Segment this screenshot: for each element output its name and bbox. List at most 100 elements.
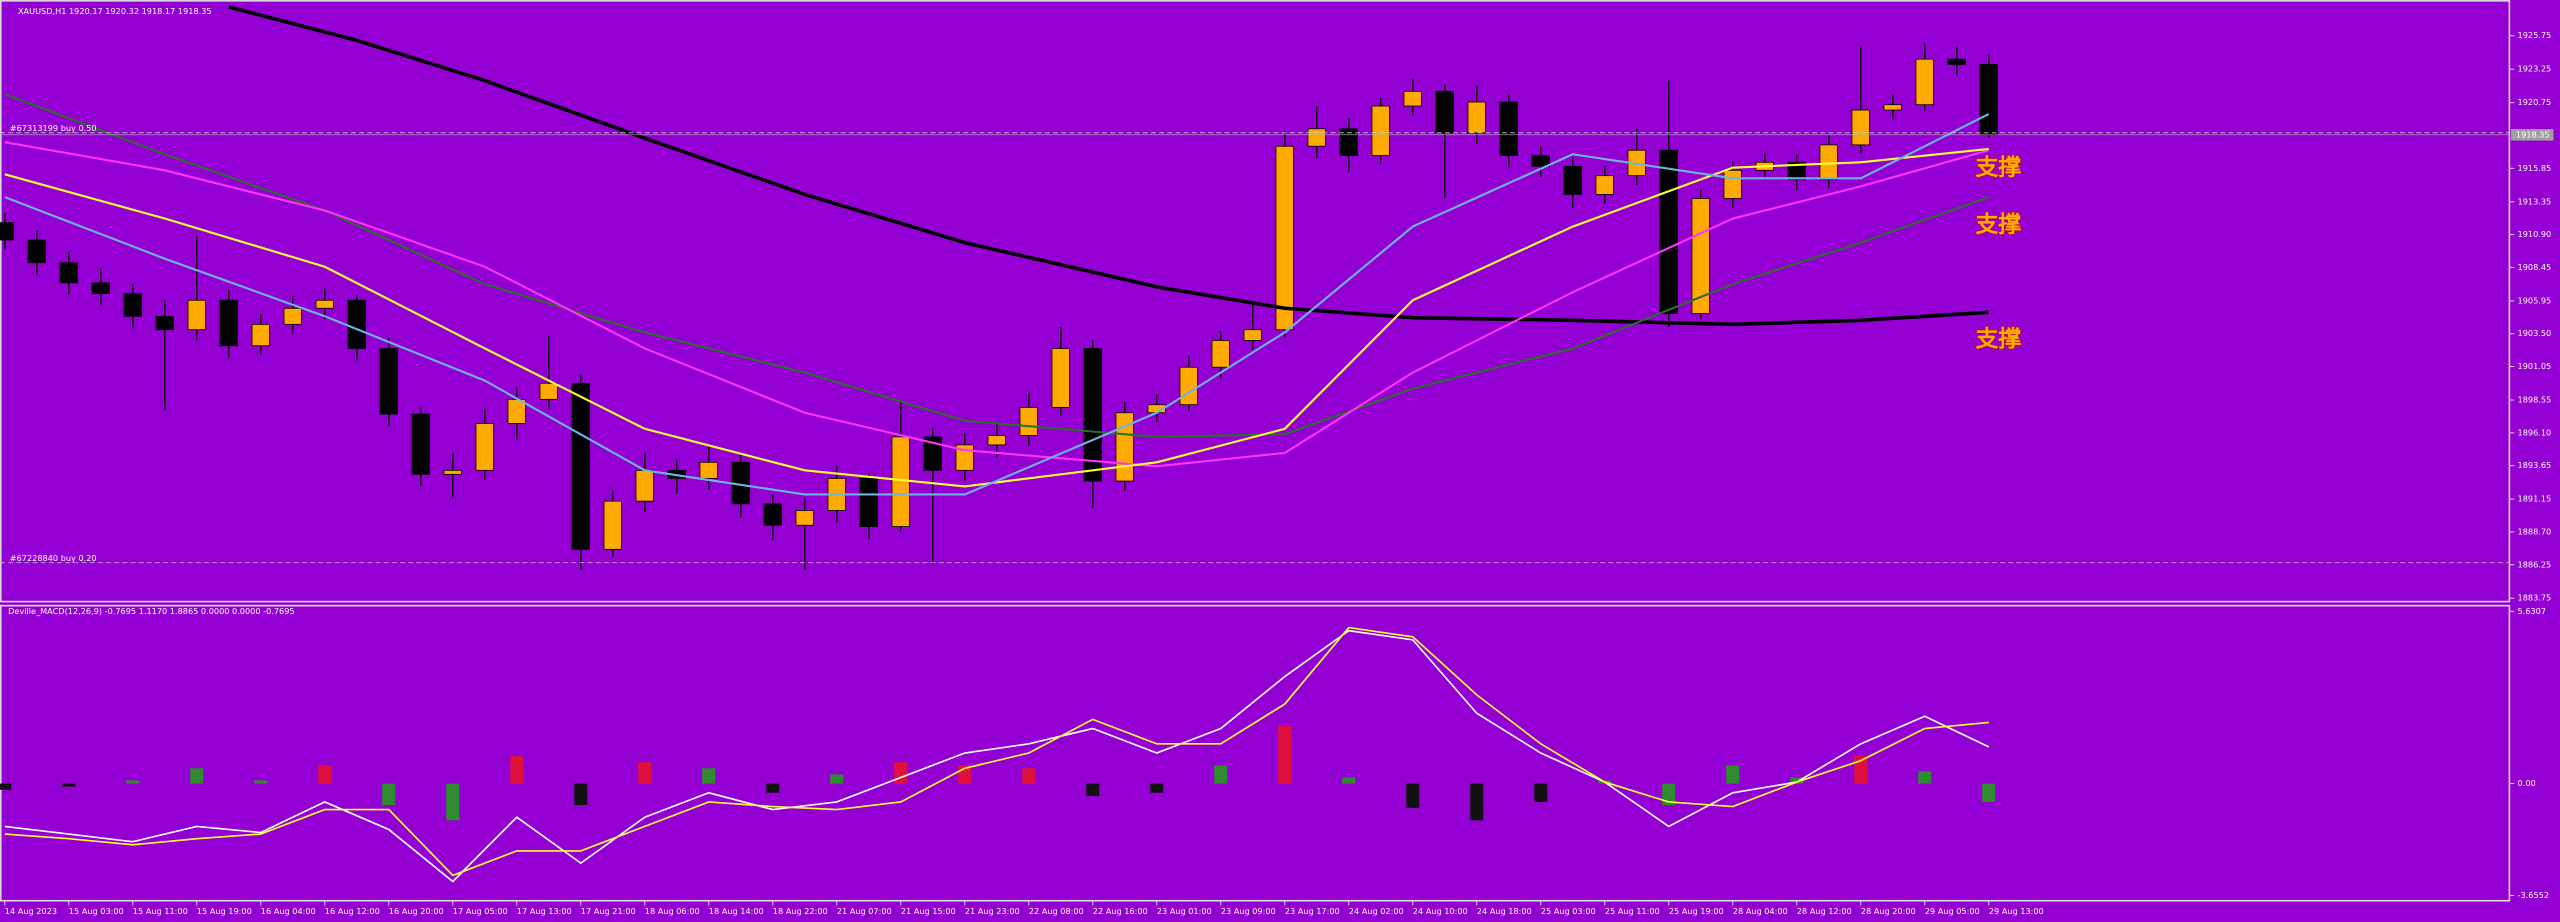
moving-average-line [4, 141, 1990, 468]
candle-body [1499, 101, 1518, 156]
macd-histogram-bar [1406, 783, 1420, 809]
bid-label: 1918.35 [2516, 129, 2550, 139]
x-tick-label: 18 Aug 14:00 [709, 906, 764, 916]
x-tick-label: 28 Aug 20:00 [1861, 906, 1916, 916]
candle-body [1211, 340, 1230, 368]
candle-body [891, 436, 910, 527]
x-tick-label: 24 Aug 18:00 [1477, 906, 1532, 916]
candle-body [1947, 58, 1966, 65]
candle-body [315, 299, 335, 309]
y-tick-label: -3.6552 [2518, 890, 2549, 900]
macd-histogram-bar [1790, 777, 1804, 784]
x-tick-label: 21 Aug 23:00 [965, 906, 1020, 916]
candle-body [1563, 165, 1582, 195]
support-annotation: 支撑 [1976, 155, 2022, 181]
candle-body [1691, 198, 1710, 315]
macd-histogram-bar [318, 765, 332, 784]
candle-body [1979, 64, 1998, 136]
x-tick-label: 16 Aug 20:00 [389, 906, 444, 916]
x-tick-label: 25 Aug 11:00 [1605, 906, 1660, 916]
y-tick-label: 1910.90 [2518, 229, 2552, 239]
candle-body [763, 503, 782, 526]
y-tick-label: 1901.05 [2518, 361, 2552, 371]
x-tick-label: 23 Aug 01:00 [1157, 906, 1212, 916]
candle-body [187, 299, 207, 331]
y-tick-label: 1893.65 [2518, 460, 2552, 470]
macd-histogram-bar [1150, 783, 1164, 793]
candle-body [1371, 105, 1390, 156]
indicator-title: Deville_MACD(12,26,9) -0.7695 1.1170 1.8… [8, 606, 294, 616]
order-label: #67228840 buy 0.20 [10, 553, 97, 563]
chart-title: XAUUSD,H1 1920.17 1920.32 1918.17 1918.3… [18, 6, 212, 16]
candle-body [59, 262, 79, 284]
y-tick-label: 1903.50 [2518, 328, 2552, 338]
candle-body [699, 461, 718, 479]
candle-body [1915, 58, 1934, 106]
macd-histogram-bar [1726, 765, 1740, 784]
macd-histogram-bar [702, 768, 716, 784]
candle-body [1467, 101, 1486, 134]
candle-body [1403, 90, 1422, 107]
x-tick-label: 17 Aug 21:00 [581, 906, 636, 916]
x-tick-label: 16 Aug 12:00 [325, 906, 380, 916]
macd-histogram-bar [446, 783, 460, 821]
y-tick-label: 1891.15 [2518, 494, 2552, 504]
macd-histogram-bar [382, 783, 396, 806]
candle-body [0, 222, 15, 241]
x-tick-label: 22 Aug 16:00 [1093, 906, 1148, 916]
y-tick-label: 1915.85 [2518, 163, 2552, 173]
x-tick-label: 14 Aug 2023 [5, 906, 57, 916]
x-tick-label: 15 Aug 03:00 [69, 906, 124, 916]
x-tick-label: 25 Aug 19:00 [1669, 906, 1724, 916]
x-tick-label: 18 Aug 22:00 [773, 906, 828, 916]
macd-histogram-bar [638, 762, 652, 784]
candle-body [1019, 406, 1038, 436]
candle-body [219, 299, 239, 347]
candle-body [1243, 329, 1262, 341]
candle-body [1883, 104, 1902, 111]
candle-body [91, 282, 111, 294]
support-annotation: 支撑 [1976, 212, 2022, 238]
macd-histogram-bar [1982, 783, 1996, 802]
x-tick-label: 23 Aug 09:00 [1221, 906, 1276, 916]
macd-histogram-bar [126, 780, 140, 784]
candle-body [1787, 161, 1806, 181]
x-tick-label: 15 Aug 19:00 [197, 906, 252, 916]
candle-body [1531, 155, 1550, 167]
order-label: #67313199 buy 0.50 [10, 123, 97, 133]
y-tick-label: 1905.95 [2518, 295, 2552, 305]
macd-histogram-bar [1918, 771, 1932, 784]
x-tick-label: 21 Aug 15:00 [901, 906, 956, 916]
macd-histogram-bar [1534, 783, 1548, 802]
candle-body [1275, 145, 1294, 331]
y-tick-label: 1920.75 [2518, 97, 2552, 107]
y-tick-label: 1923.25 [2518, 64, 2552, 74]
candle-body [1659, 149, 1678, 315]
macd-frame [0, 604, 2511, 902]
macd-histogram-bar [766, 783, 780, 793]
candle-body [603, 500, 622, 550]
x-tick-label: 28 Aug 12:00 [1797, 906, 1852, 916]
x-tick-label: 22 Aug 08:00 [1029, 906, 1084, 916]
y-tick-label: 1908.45 [2518, 262, 2552, 272]
x-tick-label: 28 Aug 04:00 [1733, 906, 1788, 916]
y-tick-label: 1913.35 [2518, 196, 2552, 206]
y-tick-label: 1886.25 [2518, 559, 2552, 569]
candle-body [923, 436, 942, 471]
candle-body [1595, 175, 1614, 195]
macd-histogram-bar [1214, 765, 1228, 784]
x-tick-label: 25 Aug 03:00 [1541, 906, 1596, 916]
candle-body [1051, 348, 1070, 408]
x-tick-label: 16 Aug 04:00 [261, 906, 316, 916]
candle-body [571, 382, 590, 550]
moving-average-line [4, 147, 1989, 488]
candle-body [539, 382, 558, 400]
x-tick-label: 29 Aug 05:00 [1925, 906, 1980, 916]
macd-histogram-bar [1342, 777, 1356, 784]
candle-body [27, 239, 47, 264]
macd-line [4, 626, 1989, 877]
candle-body [1819, 144, 1838, 181]
candle-body [251, 323, 271, 347]
macd-histogram-bar [62, 783, 76, 787]
